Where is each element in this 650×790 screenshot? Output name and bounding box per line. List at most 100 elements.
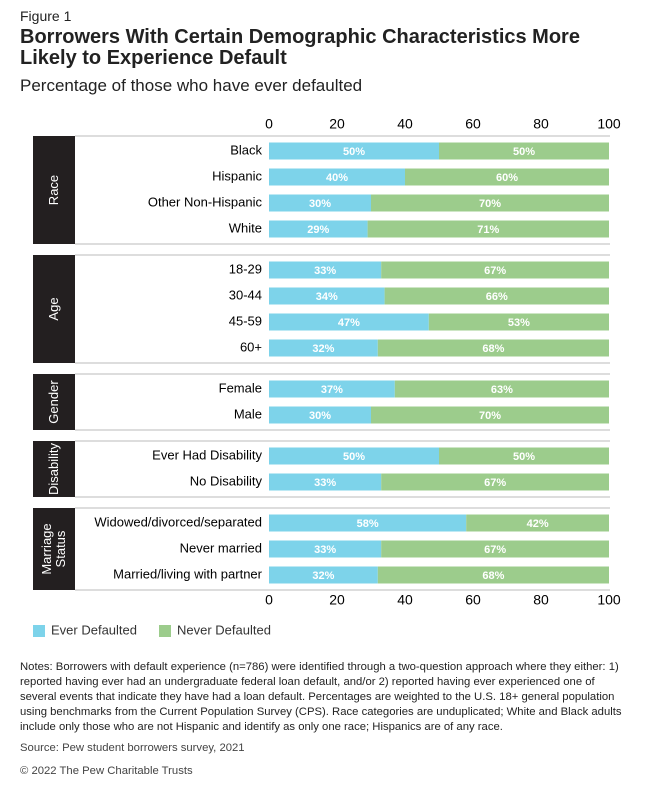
bar [377, 339, 609, 357]
value-label: 68% [482, 343, 504, 355]
bar [405, 168, 609, 186]
group-label-wrap: Disability [33, 441, 75, 497]
bar [269, 473, 382, 491]
value-label: 33% [314, 265, 336, 277]
group-band [33, 374, 75, 430]
group-label-box: Gender [33, 374, 75, 430]
value-label: 42% [527, 518, 549, 530]
bar [439, 142, 609, 160]
source: Source: Pew student borrowers survey, 20… [20, 742, 245, 754]
value-label: 67% [484, 265, 506, 277]
legend-swatch [159, 625, 171, 637]
value-label: 37% [321, 384, 343, 396]
x-tick-label: 20 [329, 592, 345, 608]
x-tick-label: 100 [597, 116, 621, 132]
value-label: 50% [513, 451, 535, 463]
bar [269, 194, 371, 212]
category-label: Never married [180, 540, 262, 555]
bar [269, 447, 439, 465]
bar [384, 287, 609, 305]
value-label: 29% [307, 224, 329, 236]
bar [269, 168, 405, 186]
value-label: 32% [312, 570, 334, 582]
bar [371, 194, 609, 212]
bar [428, 313, 609, 331]
figure-label: Figure 1 [20, 8, 72, 24]
value-label: 30% [309, 410, 331, 422]
category-label: No Disability [190, 473, 263, 488]
category-label: 60+ [240, 339, 262, 354]
group-band [33, 136, 75, 244]
x-tick-label: 60 [465, 116, 481, 132]
x-tick-label: 0 [265, 116, 273, 132]
x-tick-label: 40 [397, 592, 413, 608]
value-label: 30% [309, 198, 331, 210]
value-label: 68% [482, 570, 504, 582]
bar [439, 447, 609, 465]
category-label: White [229, 220, 262, 235]
category-label: Ever Had Disability [152, 447, 262, 462]
group-label-box: Marriage Status [33, 508, 75, 590]
bar [371, 406, 609, 424]
value-label: 33% [314, 477, 336, 489]
group-label: Disability [46, 443, 61, 496]
category-label: Married/living with partner [113, 566, 263, 581]
legend-label: Never Defaulted [177, 622, 271, 637]
legend-label: Ever Defaulted [51, 622, 137, 637]
x-tick-label: 40 [397, 116, 413, 132]
group-label-wrap: Race [33, 136, 75, 244]
group-label-box: Disability [33, 441, 75, 497]
group-label: Marriage Status [39, 523, 68, 575]
category-label: Other Non-Hispanic [148, 194, 263, 209]
chart-title: Borrowers With Certain Demographic Chara… [20, 26, 580, 69]
value-label: 66% [486, 291, 508, 303]
value-label: 33% [314, 544, 336, 556]
category-label: Female [219, 380, 262, 395]
bar [394, 380, 609, 398]
value-label: 63% [491, 384, 513, 396]
value-label: 40% [326, 172, 348, 184]
legend-swatch [33, 625, 45, 637]
chart: Black Hispanic Other Non-Hispanic White Race… [33, 116, 621, 637]
copyright: © 2022 The Pew Charitable Trusts [20, 765, 193, 777]
x-tick-label: 80 [533, 116, 549, 132]
category-label: 30-44 [229, 287, 262, 302]
x-tick-label: 20 [329, 116, 345, 132]
group-band [33, 441, 75, 497]
value-label: 50% [343, 451, 365, 463]
group-label: Gender [46, 380, 61, 424]
bar [269, 339, 378, 357]
category-label: 18-29 [229, 261, 262, 276]
bar [269, 287, 385, 305]
bar [381, 261, 609, 279]
group-label: Race [46, 174, 61, 206]
value-label: 34% [316, 291, 338, 303]
bar [269, 142, 439, 160]
category-label: Male [234, 406, 262, 421]
x-tick-label: 100 [597, 592, 621, 608]
value-label: 70% [479, 410, 501, 422]
value-label: 58% [357, 518, 379, 530]
group-label-wrap: Age [33, 255, 75, 363]
bar [269, 261, 382, 279]
group-label-box: Age [33, 255, 75, 363]
bar [381, 540, 609, 558]
bar [466, 514, 609, 532]
x-tick-label: 60 [465, 592, 481, 608]
group-label: Age [46, 297, 61, 321]
bar [269, 220, 368, 238]
group-label-wrap: Gender [33, 374, 75, 430]
value-label: 53% [508, 317, 530, 329]
group-label-box: Race [33, 136, 75, 244]
group-label-wrap: Marriage Status [33, 508, 75, 590]
bar [269, 406, 371, 424]
x-tick-label: 80 [533, 592, 549, 608]
value-label: 67% [484, 544, 506, 556]
x-tick-label: 0 [265, 592, 273, 608]
bar [269, 566, 378, 584]
group-band [33, 255, 75, 363]
bar [269, 540, 382, 558]
bar [367, 220, 609, 238]
value-label: 50% [513, 146, 535, 158]
